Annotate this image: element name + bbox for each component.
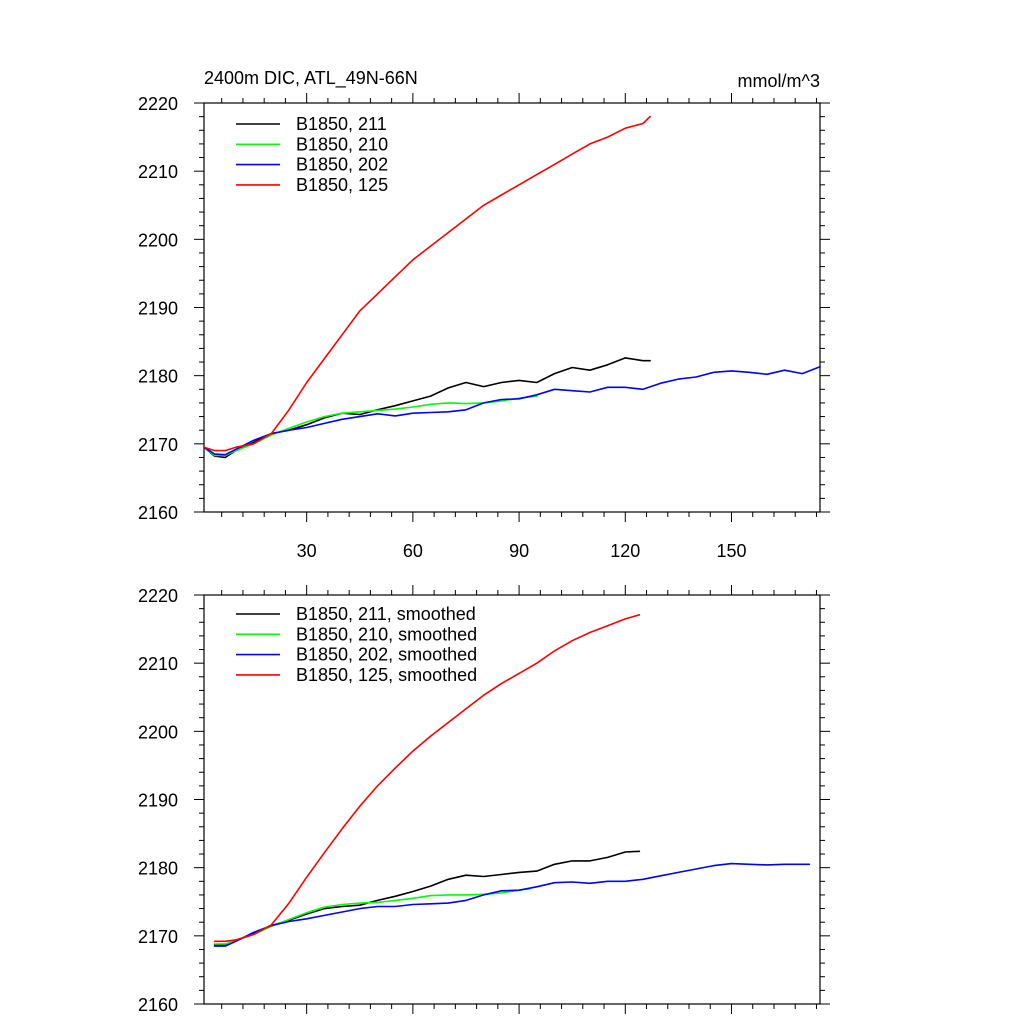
legend-label: B1850, 210, smoothed (296, 624, 477, 644)
bottom-panel: 2160 2170 2180 2190 2200 2210 2220 B1850, 211, … (138, 585, 830, 1015)
legend-label: B1850, 210 (296, 134, 388, 154)
x-tick-label: 150 (716, 541, 746, 561)
x-tick-label: 60 (403, 541, 423, 561)
series-line-0 (213, 850, 641, 946)
legend-label: B1850, 125, smoothed (296, 665, 477, 685)
units-label: mmol/m^3 (738, 71, 820, 91)
x-tick-label: 90 (509, 541, 529, 561)
y-tick-label: 2220 (138, 94, 178, 114)
legend-label: B1850, 211 (296, 114, 387, 134)
x-tick-label: 30 (297, 541, 317, 561)
y-tick-label: 2190 (138, 299, 178, 319)
y-tick-label: 2200 (138, 230, 178, 250)
x-tick-label: 120 (610, 541, 640, 561)
series-line-2 (213, 862, 811, 947)
y-tick-label: 2180 (138, 859, 178, 879)
series-line-1 (203, 395, 538, 457)
y-tick-label: 2210 (138, 162, 178, 182)
y-tick-label: 2160 (138, 503, 178, 523)
y-tick-label: 2200 (138, 722, 178, 742)
y-tick-label: 2180 (138, 367, 178, 387)
top-panel: 2160 2170 2180 2190 2200 2210 2220 30 60 90 120 150… (138, 93, 830, 561)
series-line-1 (213, 887, 531, 945)
series-line-3 (213, 613, 641, 943)
legend-label: B1850, 202 (296, 155, 388, 175)
legend-label: B1850, 211, smoothed (296, 604, 476, 624)
y-tick-label: 2170 (138, 927, 178, 947)
plot-title: 2400m DIC, ATL_49N-66N (204, 68, 418, 89)
series-line-2 (203, 365, 821, 456)
series-line-0 (203, 357, 651, 459)
y-tick-label: 2190 (138, 791, 178, 811)
y-tick-label: 2210 (138, 654, 178, 674)
y-tick-label: 2170 (138, 435, 178, 455)
y-tick-label: 2220 (138, 586, 178, 606)
legend-label: B1850, 202, smoothed (296, 645, 477, 665)
series-line-3 (203, 115, 651, 452)
y-tick-label: 2160 (138, 995, 178, 1015)
legend-label: B1850, 125 (296, 175, 388, 195)
